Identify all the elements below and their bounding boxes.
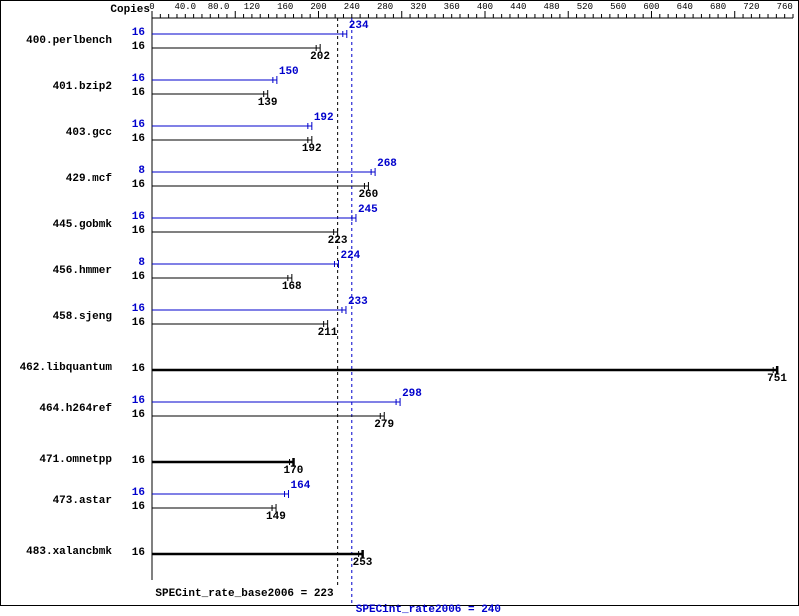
peak-copies: 16: [132, 303, 145, 315]
axis-tick-label: 320: [410, 2, 426, 12]
benchmark-name: 403.gcc: [66, 127, 112, 139]
benchmark-name: 429.mcf: [66, 173, 112, 185]
base-copies: 16: [132, 317, 145, 329]
benchmark-name: 445.gobmk: [53, 219, 112, 231]
axis-tick-label: 120: [244, 2, 260, 12]
base-value-label: 253: [353, 557, 373, 569]
base-copies: 16: [132, 87, 145, 99]
benchmark-name: 456.hmmer: [53, 265, 112, 277]
peak-copies: 16: [132, 73, 145, 85]
axis-tick-label: 0: [149, 2, 154, 12]
axis-tick-label: 200: [310, 2, 326, 12]
peak-value-label: 164: [291, 480, 311, 492]
peak-value-label: 233: [348, 296, 368, 308]
benchmark-name: 473.astar: [53, 495, 112, 507]
axis-tick-label: 80.0: [208, 2, 230, 12]
base-value-label: 170: [284, 465, 304, 477]
axis-tick-label: 280: [377, 2, 393, 12]
base-value-label: 149: [266, 511, 286, 523]
peak-copies: 8: [138, 257, 145, 269]
base-copies: 16: [132, 133, 145, 145]
base-copies: 16: [132, 179, 145, 191]
base-value-label: 223: [328, 235, 348, 247]
axis-tick-label: 720: [743, 2, 759, 12]
peak-value-label: 192: [314, 112, 334, 124]
benchmark-name: 400.perlbench: [26, 35, 112, 47]
base-copies: 16: [132, 409, 145, 421]
benchmark-name: 462.libquantum: [20, 362, 112, 374]
axis-tick-label: 480: [543, 2, 559, 12]
axis-tick-label: 240: [344, 2, 360, 12]
peak-value-label: 224: [340, 250, 360, 262]
benchmark-name: 401.bzip2: [53, 81, 112, 93]
axis-tick-label: 160: [277, 2, 293, 12]
peak-copies: 16: [132, 211, 145, 223]
base-value-label: 202: [310, 51, 330, 63]
peak-value-label: 234: [349, 20, 369, 32]
base-copies: 16: [132, 271, 145, 283]
axis-tick-label: 680: [710, 2, 726, 12]
base-value-label: 279: [374, 419, 394, 431]
axis-tick-label: 520: [577, 2, 593, 12]
peak-copies: 16: [132, 27, 145, 39]
base-summary-label: SPECint_rate_base2006 = 223: [155, 588, 333, 600]
benchmark-name: 471.omnetpp: [39, 454, 112, 466]
peak-copies: 16: [132, 119, 145, 131]
axis-tick-label: 440: [510, 2, 526, 12]
base-value-label: 139: [258, 97, 278, 109]
axis-tick-label: 760: [777, 2, 793, 12]
axis-tick-label: 40.0: [174, 2, 196, 12]
spec-benchmark-chart: 0 40.0 80.0 120 160 200 240 280 320 360 400 440 480 5…: [0, 0, 799, 606]
axis-tick-label: 600: [643, 2, 659, 12]
copies-header: Copies: [110, 4, 150, 16]
base-copies: 16: [132, 455, 145, 467]
peak-copies: 16: [132, 487, 145, 499]
axis-tick-label: 360: [444, 2, 460, 12]
peak-value-label: 150: [279, 66, 299, 78]
base-copies: 16: [132, 41, 145, 53]
base-copies: 16: [132, 501, 145, 513]
peak-copies: 8: [138, 165, 145, 177]
base-copies: 16: [132, 547, 145, 559]
axis-tick-label: 560: [610, 2, 626, 12]
axis-tick-label: 400: [477, 2, 493, 12]
benchmark-name: 483.xalancbmk: [26, 546, 112, 558]
axis-tick-label: 640: [677, 2, 693, 12]
peak-value-label: 298: [402, 388, 422, 400]
base-value-label: 751: [767, 373, 787, 385]
peak-value-label: 268: [377, 158, 397, 170]
base-value-label: 260: [358, 189, 378, 201]
peak-copies: 16: [132, 395, 145, 407]
base-value-label: 192: [302, 143, 322, 155]
base-value-label: 211: [318, 327, 338, 339]
base-copies: 16: [132, 363, 145, 375]
base-copies: 16: [132, 225, 145, 237]
peak-value-label: 245: [358, 204, 378, 216]
benchmark-name: 458.sjeng: [53, 311, 112, 323]
benchmark-name: 464.h264ref: [39, 403, 112, 415]
base-value-label: 168: [282, 281, 302, 293]
